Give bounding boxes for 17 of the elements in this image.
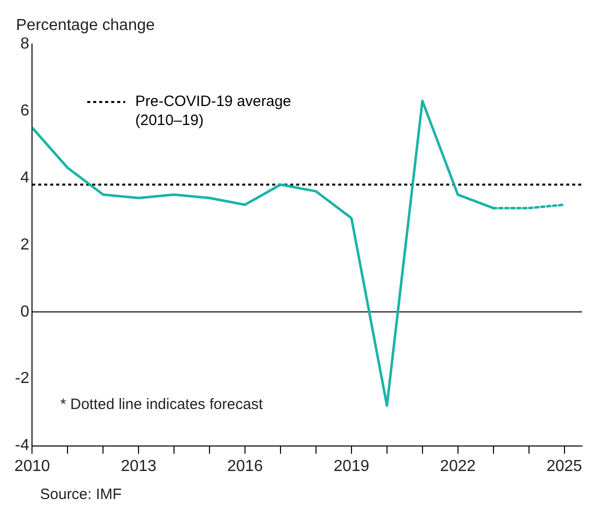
y-tick-label: -2	[14, 370, 30, 388]
y-tick-label: 4	[20, 169, 30, 186]
source-note: Source: IMF	[40, 486, 122, 503]
y-tick-label: 6	[20, 102, 30, 120]
x-tick-label: 2013	[120, 458, 157, 475]
y-axis-title: Percentage change	[16, 17, 155, 34]
y-tick-label: 0	[20, 303, 30, 320]
x-tick-label: 2025	[546, 458, 582, 475]
legend-label: Pre-COVID-19 average (2010–19)	[135, 93, 292, 130]
x-tick-label: 2010	[14, 458, 50, 475]
x-tick-label: 2016	[227, 458, 263, 475]
y-tick-label: 8	[20, 35, 30, 52]
x-tick-label: 2019	[334, 458, 370, 475]
y-tick-label: 2	[20, 236, 30, 254]
annotation: * Dotted line indicates forecast	[60, 396, 264, 413]
x-tick-label: 2022	[440, 458, 476, 475]
y-tick-label: -4	[14, 437, 30, 454]
